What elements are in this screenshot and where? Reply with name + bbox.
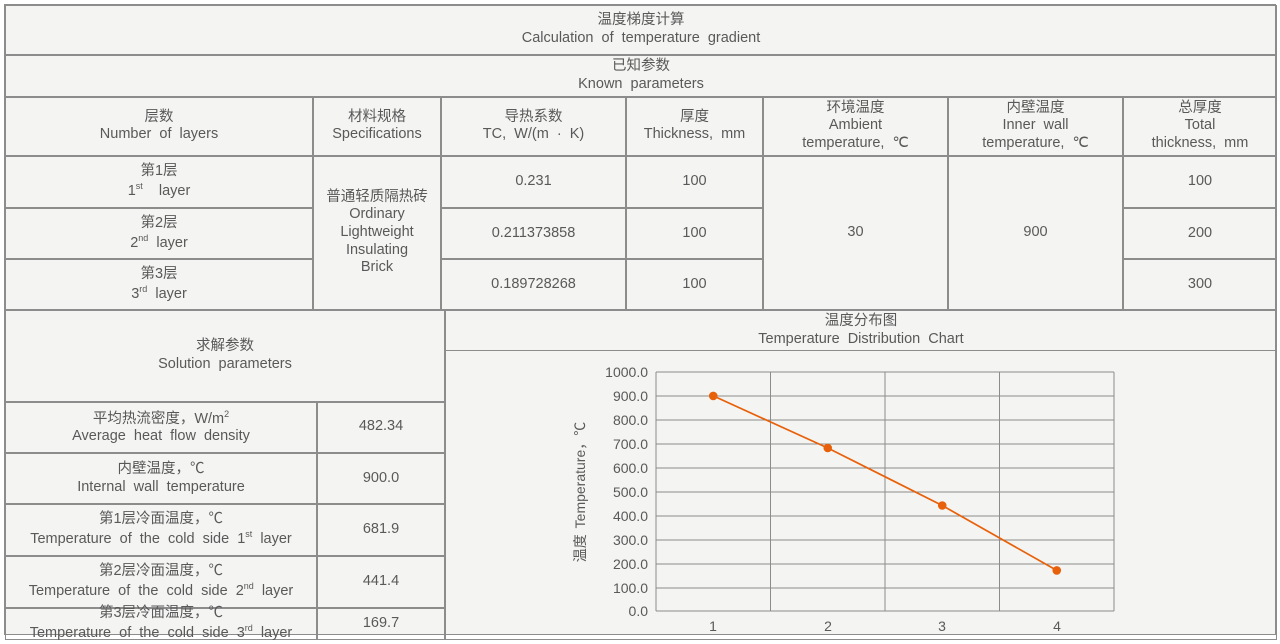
svg-text:500.0: 500.0	[613, 484, 648, 500]
svg-text:温度 Temperature，℃: 温度 Temperature，℃	[572, 422, 588, 562]
svg-text:3: 3	[938, 618, 946, 634]
svg-text:4: 4	[1053, 618, 1061, 634]
svg-text:2: 2	[824, 618, 832, 634]
svg-text:200.0: 200.0	[613, 556, 648, 572]
svg-text:800.0: 800.0	[613, 412, 648, 428]
svg-text:900.0: 900.0	[613, 388, 648, 404]
svg-text:300.0: 300.0	[613, 532, 648, 548]
svg-text:1000.0: 1000.0	[605, 364, 648, 380]
svg-text:0.0: 0.0	[629, 603, 649, 619]
svg-text:100.0: 100.0	[613, 580, 648, 596]
svg-text:400.0: 400.0	[613, 508, 648, 524]
svg-text:700.0: 700.0	[613, 436, 648, 452]
svg-text:1: 1	[709, 618, 717, 634]
svg-text:600.0: 600.0	[613, 460, 648, 476]
